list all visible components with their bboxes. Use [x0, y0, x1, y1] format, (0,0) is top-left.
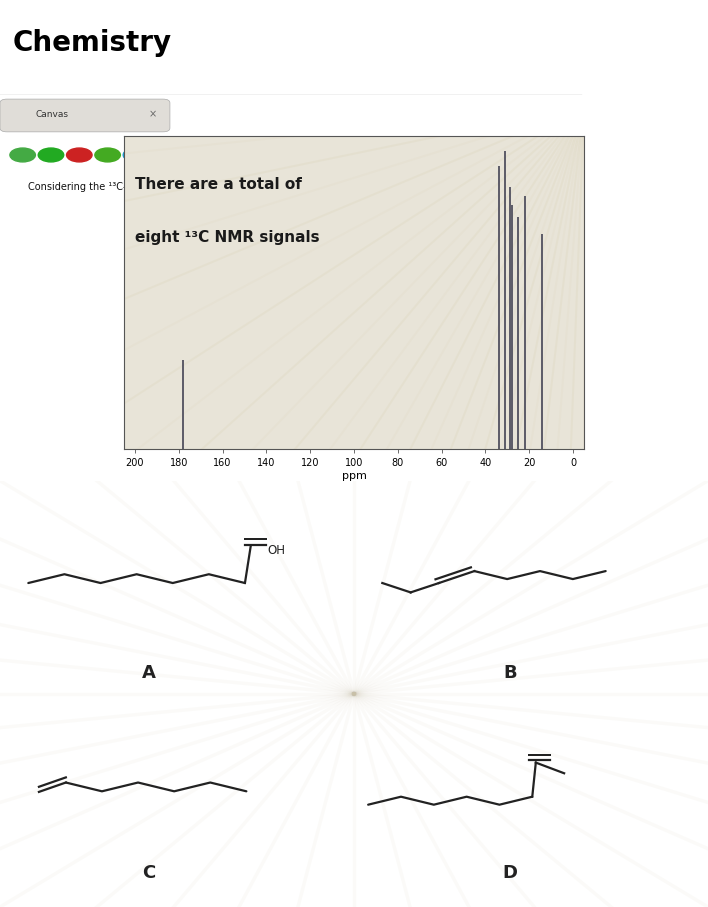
Text: A: A — [142, 664, 156, 681]
Circle shape — [95, 148, 120, 162]
Text: Chemistry: Chemistry — [13, 29, 172, 57]
Text: D: D — [502, 863, 518, 882]
Text: eight ¹³C NMR signals: eight ¹³C NMR signals — [135, 230, 320, 245]
Text: C: C — [142, 863, 155, 882]
FancyBboxPatch shape — [206, 141, 246, 168]
Text: OH: OH — [267, 543, 285, 557]
Circle shape — [123, 148, 149, 162]
Text: Considering the ¹³C-NMR below, choose the compound from the list provided that g: Considering the ¹³C-NMR below, choose th… — [28, 182, 560, 192]
Circle shape — [10, 148, 35, 162]
Text: Ā: Ā — [179, 148, 188, 161]
X-axis label: ppm: ppm — [341, 471, 367, 481]
Circle shape — [67, 148, 92, 162]
Text: Canvas: Canvas — [35, 110, 69, 119]
FancyBboxPatch shape — [164, 141, 203, 168]
Text: ⊞: ⊞ — [221, 150, 231, 160]
Text: B: B — [503, 664, 517, 681]
FancyBboxPatch shape — [0, 99, 170, 132]
Text: ×: × — [148, 110, 156, 120]
Text: There are a total of: There are a total of — [135, 177, 302, 191]
Circle shape — [38, 148, 64, 162]
